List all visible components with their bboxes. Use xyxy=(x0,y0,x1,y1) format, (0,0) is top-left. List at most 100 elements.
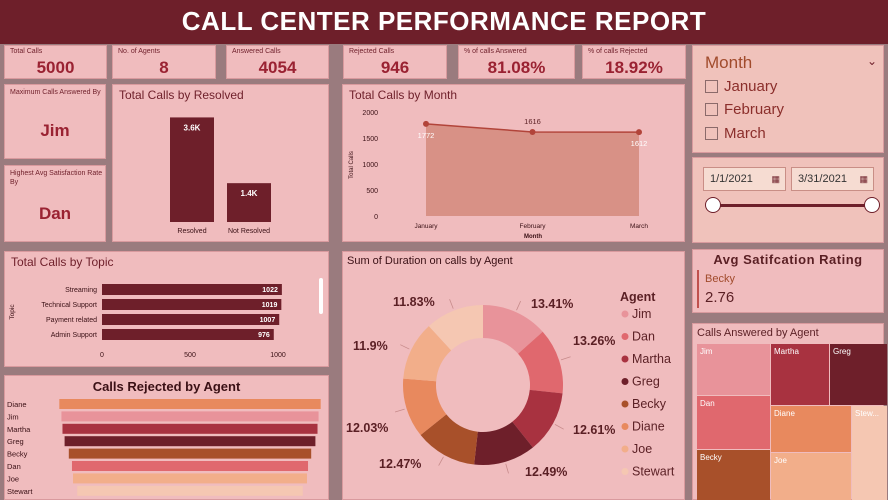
y-tick-label: Dan xyxy=(7,462,21,471)
x-tick-label: 500 xyxy=(184,352,196,359)
month-slicer: Month ⌄ January February March xyxy=(692,45,884,153)
checkbox[interactable] xyxy=(705,80,718,93)
treemap-tile-label: Jim xyxy=(700,347,713,356)
legend-marker xyxy=(621,378,629,385)
legend-label: Martha xyxy=(632,352,671,366)
avg-rating-card: Avg Satifcation Rating Becky 2.76 xyxy=(692,249,884,313)
chevron-down-icon[interactable]: ⌄ xyxy=(866,54,877,68)
x-tick-label: Not Resolved xyxy=(228,228,270,235)
chart-title: Total Calls by Topic xyxy=(11,255,114,269)
treemap-tile-diane[interactable]: Diane xyxy=(771,406,851,452)
y-tick-label: Streaming xyxy=(65,287,97,294)
end-date-value: 3/31/2021 xyxy=(798,173,847,185)
date-slider-start-handle[interactable] xyxy=(705,197,721,213)
data-label: 1019 xyxy=(262,302,278,309)
chart-title: Calls Answered by Agent xyxy=(697,327,819,339)
data-label: 976 xyxy=(258,332,270,339)
treemap-tile-joe[interactable]: Joe xyxy=(771,453,851,500)
y-tick-label: Stewart xyxy=(7,487,33,496)
max-answered-card: Maximum Calls Answered By Jim xyxy=(4,84,106,159)
duration-chart-card: Sum of Duration on calls by Agent 13.41%… xyxy=(342,251,685,500)
treemap-tile-label: Martha xyxy=(774,347,799,356)
date-slider-track[interactable] xyxy=(713,204,873,207)
funnel-bar-martha xyxy=(62,423,318,434)
max-satisfaction-label: Highest Avg Satisfaction Rate By xyxy=(10,170,103,186)
kpi-label: % of calls Answered xyxy=(464,48,527,55)
bar-resolved xyxy=(170,117,214,222)
treemap-tile-greg[interactable]: Greg xyxy=(830,344,887,405)
max-satisfaction-value: Dan xyxy=(38,204,72,223)
end-date-input[interactable]: 3/31/2021 ▦ xyxy=(791,167,874,191)
treemap-tile-dan[interactable]: Dan xyxy=(697,396,770,449)
start-date-input[interactable]: 1/1/2021 ▦ xyxy=(703,167,786,191)
treemap-tile-stewart[interactable]: Stew... xyxy=(852,406,887,500)
x-tick-label: March xyxy=(630,223,648,230)
chart-title: Calls Rejected by Agent xyxy=(92,379,241,394)
month-option-label: February xyxy=(724,101,785,118)
treemap-tile-becky[interactable]: Becky xyxy=(697,450,770,500)
funnel-bar-stewart xyxy=(77,485,303,496)
report-title: CALL CENTER PERFORMANCE REPORT xyxy=(0,0,888,44)
kpi-label: No. of Agents xyxy=(118,48,161,55)
calendar-icon[interactable]: ▦ xyxy=(771,174,780,184)
x-tick-label: 1000 xyxy=(270,352,286,359)
resolved-chart-card: Total Calls by Resolved 3.6K Resolved 1.4K… xyxy=(112,84,329,242)
max-answered-value: Jim xyxy=(40,121,70,140)
data-point xyxy=(423,120,429,127)
slice-diane xyxy=(403,378,447,436)
funnel-bar-jim xyxy=(61,411,319,422)
legend-label: Becky xyxy=(632,397,667,411)
treemap-tile-label: Greg xyxy=(833,347,851,356)
leader-line xyxy=(516,300,521,311)
scrollbar[interactable] xyxy=(319,278,323,314)
avg-rating-title: Avg Satifcation Rating xyxy=(713,252,863,267)
y-tick-label: Diane xyxy=(7,400,27,409)
y-tick-label: 1000 xyxy=(362,162,378,169)
data-point xyxy=(529,128,536,135)
avg-rating-value: 2.76 xyxy=(705,289,735,306)
legend-label: Diane xyxy=(632,420,665,434)
kpi-label: Answered Calls xyxy=(232,48,281,55)
data-label: 12.47% xyxy=(379,457,421,471)
checkbox[interactable] xyxy=(705,127,718,140)
leader-line xyxy=(505,463,509,474)
y-tick-label: Martha xyxy=(7,425,31,434)
slice-jim xyxy=(483,305,543,354)
month-option-march[interactable]: March xyxy=(705,125,766,142)
month-chart: 0 500 1000 1500 2000 1772 January 1616 February 1… xyxy=(349,110,648,240)
y-tick-label: 2000 xyxy=(362,110,378,117)
funnel-bar-joe xyxy=(73,473,307,484)
treemap-tile-martha[interactable]: Martha xyxy=(771,344,829,405)
resolved-chart: 3.6K Resolved 1.4K Not Resolved xyxy=(170,117,271,235)
data-label: 1022 xyxy=(262,287,278,294)
month-option-february[interactable]: February xyxy=(705,101,784,118)
kpi-pct-rejected: % of calls Rejected 18.92% xyxy=(582,45,686,79)
month-option-january[interactable]: January xyxy=(705,78,777,95)
slice-greg xyxy=(474,421,533,465)
kpi-answered: Answered Calls 4054 xyxy=(226,45,329,79)
treemap-tile-jim[interactable]: Jim xyxy=(697,344,770,395)
kpi-value: 8 xyxy=(159,58,169,77)
kpi-label: Rejected Calls xyxy=(349,48,395,55)
funnel-bar-diane xyxy=(59,399,321,409)
y-tick-label: 0 xyxy=(374,214,378,221)
slice-dan xyxy=(518,331,563,394)
x-tick-label: 0 xyxy=(100,352,104,359)
funnel-bar-becky xyxy=(68,448,312,459)
data-label: 12.49% xyxy=(525,465,567,479)
kpi-agents: No. of Agents 8 xyxy=(112,45,216,79)
bar-streaming xyxy=(102,284,282,295)
checkbox[interactable] xyxy=(705,103,718,116)
date-slider-end-handle[interactable] xyxy=(864,197,880,213)
data-label: 1612 xyxy=(631,139,648,148)
y-tick-label: 500 xyxy=(366,188,378,195)
data-label: 1.4K xyxy=(241,189,258,198)
treemap-tile-label: Dan xyxy=(700,399,715,408)
kpi-total-calls: Total Calls 5000 xyxy=(4,45,107,79)
calendar-icon[interactable]: ▦ xyxy=(859,174,868,184)
rejected-chart-card: Calls Rejected by Agent Diane Jim Martha Gr… xyxy=(4,375,329,500)
legend-marker xyxy=(621,333,629,340)
legend-label: Greg xyxy=(632,375,660,389)
y-axis-label: Topic xyxy=(9,304,16,320)
data-label: 13.26% xyxy=(573,334,615,348)
